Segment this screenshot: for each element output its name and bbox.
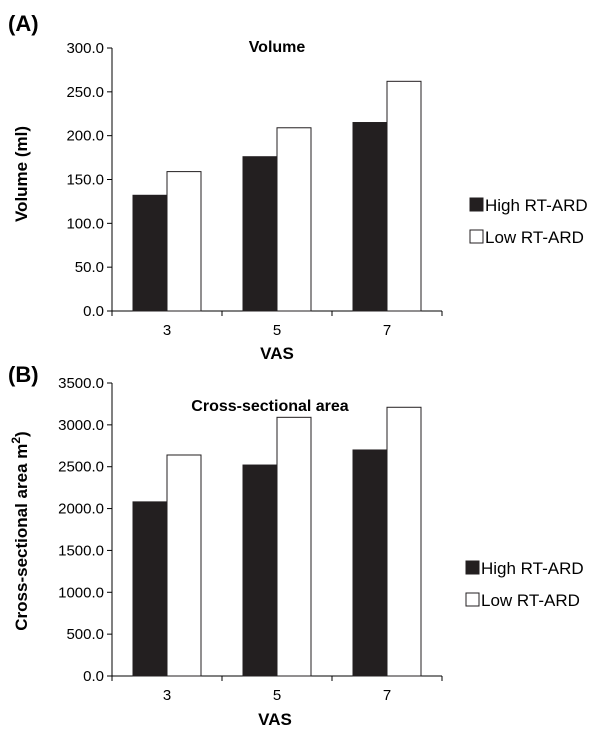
x-tick-label-b: 3 [163,687,171,704]
legend-swatch-a-0 [469,197,484,212]
x-tick-label-a: 7 [383,322,391,339]
y-axis-title-b: Cross-sectional area m2) [9,431,31,630]
bar-b-high-5 [242,464,278,677]
legend-label-b-1: Low RT-ARD [481,591,580,610]
y-tick-label-a: 100.0 [66,215,104,232]
legend-swatch-a-1 [469,229,484,244]
y-tick-label-a: 300.0 [66,40,104,57]
x-tick-label-a: 3 [163,322,171,339]
bar-b-low-5 [276,416,312,677]
legend-label-a-1: Low RT-ARD [485,228,584,247]
y-tick-label-a: 0.0 [83,303,104,320]
x-axis-title-a: VAS [260,344,294,363]
bar-a-high-5 [242,156,278,312]
chart-title-b: Cross-sectional area [191,398,349,415]
y-tick-label-a: 200.0 [66,128,104,145]
y-axis-title-a: Volume (ml) [12,126,31,222]
bar-a-high-7 [352,122,388,312]
legend-label-b-0: High RT-ARD [481,559,584,578]
y-tick-label-b: 500.0 [66,626,104,643]
y-axis-title-b-sup: 2 [9,437,23,444]
x-axis-title-b: VAS [258,710,292,729]
bar-b-low-7 [386,406,422,677]
bar-a-low-5 [276,127,312,312]
y-axis-title-b-main: Cross-sectional area m [12,444,31,631]
chart-title-a: Volume [249,39,306,56]
panel-label-a: (A) [8,11,39,36]
x-tick-label-a: 5 [273,322,281,339]
y-tick-label-a: 250.0 [66,84,104,101]
bar-b-low-3 [166,454,202,677]
panel-label-b: (B) [8,362,39,387]
bar-b-high-7 [352,449,388,677]
y-tick-label-b: 0.0 [83,668,104,685]
y-tick-label-b: 2500.0 [58,459,104,476]
bar-a-low-3 [166,171,202,312]
bar-a-high-3 [132,194,168,312]
y-tick-label-a: 150.0 [66,172,104,189]
bar-b-high-3 [132,501,168,677]
legend-label-a-0: High RT-ARD [485,196,588,215]
y-tick-label-b: 2000.0 [58,501,104,518]
y-tick-label-b: 3500.0 [58,375,104,392]
x-tick-label-b: 5 [273,687,281,704]
legend-swatch-b-1 [465,592,480,607]
y-tick-label-a: 50.0 [75,259,104,276]
x-tick-label-b: 7 [383,687,391,704]
bar-a-low-7 [386,80,422,312]
y-tick-label-b: 1500.0 [58,542,104,559]
y-tick-label-b: 1000.0 [58,584,104,601]
y-axis-title-b-tail: ) [12,431,31,437]
y-tick-label-b: 3000.0 [58,417,104,434]
legend-swatch-b-0 [465,560,480,575]
